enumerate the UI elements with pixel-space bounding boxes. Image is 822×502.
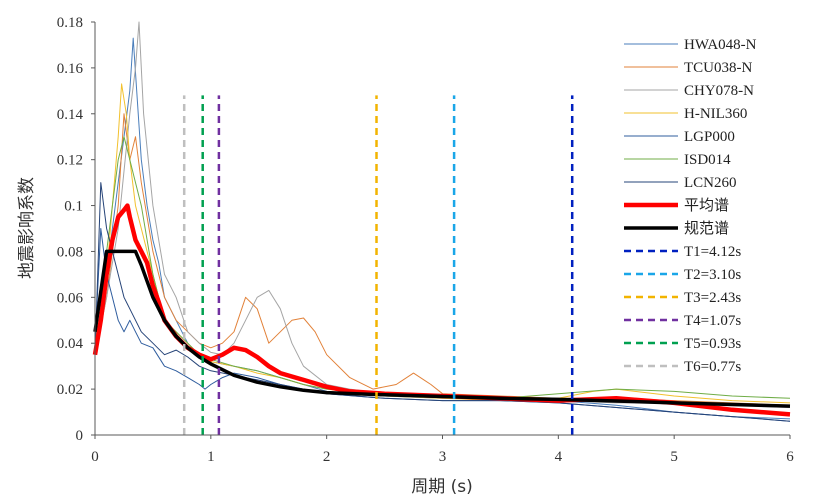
legend-label: LGP000 (684, 129, 735, 145)
legend-label: T4=1.07s (684, 313, 741, 329)
legend: HWA048-N TCU038-N CHY078-N H-NIL360 LGP000 IS… (624, 37, 757, 375)
legend-label: H-NIL360 (684, 106, 747, 122)
legend-label: T6=0.77s (684, 359, 741, 375)
x-tick-label: 2 (323, 449, 331, 465)
series-line-series-8 (93, 249, 791, 408)
y-tick-label: 0.04 (57, 336, 84, 352)
x-tick-label: 4 (555, 449, 563, 465)
legend-label: ISD014 (684, 152, 731, 168)
x-tick-label: 5 (670, 449, 678, 465)
series-line-h-nil360 (94, 83, 791, 404)
y-tick-label: 0.18 (57, 15, 83, 31)
x-tick-label: 1 (207, 449, 215, 465)
legend-label: T5=0.93s (684, 336, 741, 352)
legend-label: T2=3.10s (684, 267, 741, 283)
legend-label: CHY078-N (684, 83, 754, 99)
y-tick-label: 0.02 (57, 382, 83, 398)
y-tick-label: 0.12 (57, 153, 83, 169)
series-layer (92, 21, 791, 435)
legend-label: T1=4.12s (684, 244, 741, 260)
x-tick-label: 3 (439, 449, 447, 465)
legend-label: 规范谱 (684, 220, 729, 237)
legend-label: 平均谱 (684, 197, 729, 214)
series-line-lcn260 (94, 182, 791, 422)
y-tick-label: 0.14 (57, 107, 84, 123)
legend-label: LCN260 (684, 175, 737, 191)
legend-label: HWA048-N (684, 37, 757, 53)
x-tick-label: 6 (786, 449, 794, 465)
x-tick-label: 0 (91, 449, 99, 465)
y-tick-label: 0.06 (57, 290, 84, 306)
y-tick-label: 0 (76, 428, 84, 444)
series-line-isd014 (94, 136, 791, 399)
y-axis-title: 地震影响系数 (17, 177, 37, 279)
x-axis-title: 周期 (s) (411, 477, 473, 497)
legend-label: T3=2.43s (684, 290, 741, 306)
y-tick-label: 0.1 (64, 199, 83, 215)
y-tick-label: 0.08 (57, 244, 83, 260)
ticks-layer: 0 1 2 3 4 5 6 0 0.02 0.04 0.06 0.08 0.1 0.12 0.14 0.16 0… (57, 15, 795, 465)
y-tick-label: 0.16 (57, 61, 84, 77)
series-line-tcu038-n (94, 113, 791, 406)
legend-label: TCU038-N (684, 60, 752, 76)
